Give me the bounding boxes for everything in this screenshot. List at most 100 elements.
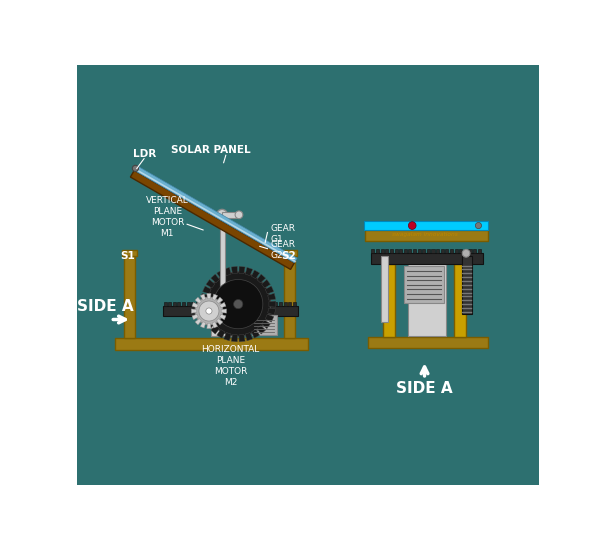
Polygon shape [224,332,231,341]
Polygon shape [212,294,218,300]
Bar [284,253,295,338]
Polygon shape [221,309,227,313]
Text: swagalam innovations: swagalam innovations [392,232,458,237]
Bar [238,302,241,306]
Bar [404,265,444,302]
Bar [288,302,292,306]
Bar [469,249,472,252]
Bar [404,249,407,252]
Polygon shape [220,314,226,320]
Bar [399,249,402,252]
Bar [450,249,453,252]
Polygon shape [201,308,209,315]
Bar [242,302,245,306]
Circle shape [199,301,219,321]
Bar [368,337,488,348]
Polygon shape [251,330,260,338]
Polygon shape [231,335,238,342]
Bar [279,302,282,306]
Circle shape [475,222,482,229]
Polygon shape [200,294,206,300]
Polygon shape [203,286,211,294]
Text: VERTICAL
PLANE
MOTOR
M1: VERTICAL PLANE MOTOR M1 [146,196,189,238]
Bar [115,338,308,350]
Polygon shape [239,267,245,274]
Bar [233,302,236,306]
Polygon shape [245,332,253,341]
FancyBboxPatch shape [73,62,542,488]
Bar [251,302,254,306]
Polygon shape [217,270,225,278]
Bar [284,302,287,306]
Bar [371,249,374,252]
Bar [418,249,421,252]
Polygon shape [192,302,198,308]
Polygon shape [257,325,266,334]
Polygon shape [262,280,271,288]
Bar [454,264,466,337]
Bar [364,221,488,230]
Polygon shape [245,268,253,276]
Bar [274,302,277,306]
Polygon shape [239,335,245,342]
Bar [478,249,481,252]
Text: S2: S2 [281,251,296,261]
Bar [247,302,250,306]
Bar [200,302,203,306]
Polygon shape [257,274,266,283]
Bar [187,302,190,306]
Text: LDR: LDR [133,149,156,159]
Circle shape [217,209,227,220]
Polygon shape [269,301,276,307]
Polygon shape [217,297,223,304]
Bar [256,302,259,306]
Polygon shape [220,302,226,308]
Bar [455,249,458,252]
Text: HORIZONTAL
PLANE
MOTOR
M2: HORIZONTAL PLANE MOTOR M2 [202,344,260,387]
Bar [219,302,222,306]
Bar [205,302,208,306]
Bar [431,249,434,252]
Polygon shape [211,325,220,334]
Polygon shape [191,309,197,313]
Bar [228,302,231,306]
Polygon shape [200,322,206,328]
Circle shape [195,297,223,325]
Polygon shape [203,314,211,322]
Text: GEAR
G1: GEAR G1 [271,224,296,244]
Circle shape [214,280,263,329]
Bar [196,302,199,306]
Circle shape [233,300,243,308]
Polygon shape [134,166,297,263]
Bar [407,264,446,336]
Bar [436,249,439,252]
Bar [164,302,167,306]
Text: GEAR
G2: GEAR G2 [271,240,296,261]
Polygon shape [130,171,295,269]
Bar [427,249,430,252]
Polygon shape [265,286,274,294]
Bar [260,302,263,306]
Bar [380,256,388,322]
Bar [459,249,462,252]
Bar [224,302,227,306]
Text: SIDE A: SIDE A [77,299,134,314]
Bar [270,302,273,306]
Text: S1: S1 [121,251,136,261]
Bar [211,313,233,336]
Bar [214,302,217,306]
Bar [173,302,176,306]
Bar [122,250,137,256]
Circle shape [133,165,139,172]
Bar [380,249,384,252]
Polygon shape [265,314,274,322]
Polygon shape [231,267,238,274]
Polygon shape [268,293,275,300]
Text: SIDE A: SIDE A [396,382,453,396]
Bar [178,302,181,306]
Bar [383,264,395,337]
Bar [461,256,472,314]
Bar [222,211,236,218]
Bar [220,215,225,306]
Polygon shape [195,297,202,304]
